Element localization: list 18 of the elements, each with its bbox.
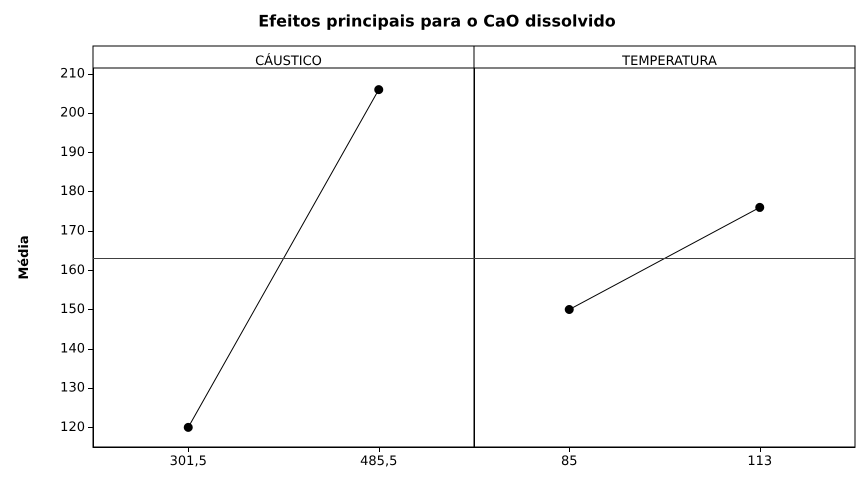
x-tick-label: 485,5: [360, 454, 398, 469]
chart-subtitle: TEMPERATURA: [621, 54, 717, 69]
y-axis-title: Média: [17, 235, 32, 280]
y-tick-label: 140: [60, 341, 85, 356]
y-tick-label: 160: [60, 262, 85, 278]
y-tick-label: 150: [60, 302, 85, 318]
chart-title: Efeitos principais para o CaO dissolvido: [258, 12, 616, 30]
y-tick-label: 210: [60, 66, 85, 82]
y-tick-label: 170: [60, 223, 85, 238]
x-tick-label: 301,5: [170, 454, 207, 469]
x-tick-label: 85: [560, 454, 578, 469]
x-tick-label: 113: [747, 454, 772, 469]
y-tick-label: 120: [60, 420, 85, 435]
chart-subtitle: CÁUSTICO: [255, 52, 322, 69]
y-tick-label: 130: [60, 380, 85, 396]
y-tick-label: 180: [60, 184, 85, 200]
y-tick-label: 190: [60, 144, 85, 160]
y-tick-label: 200: [60, 106, 85, 121]
